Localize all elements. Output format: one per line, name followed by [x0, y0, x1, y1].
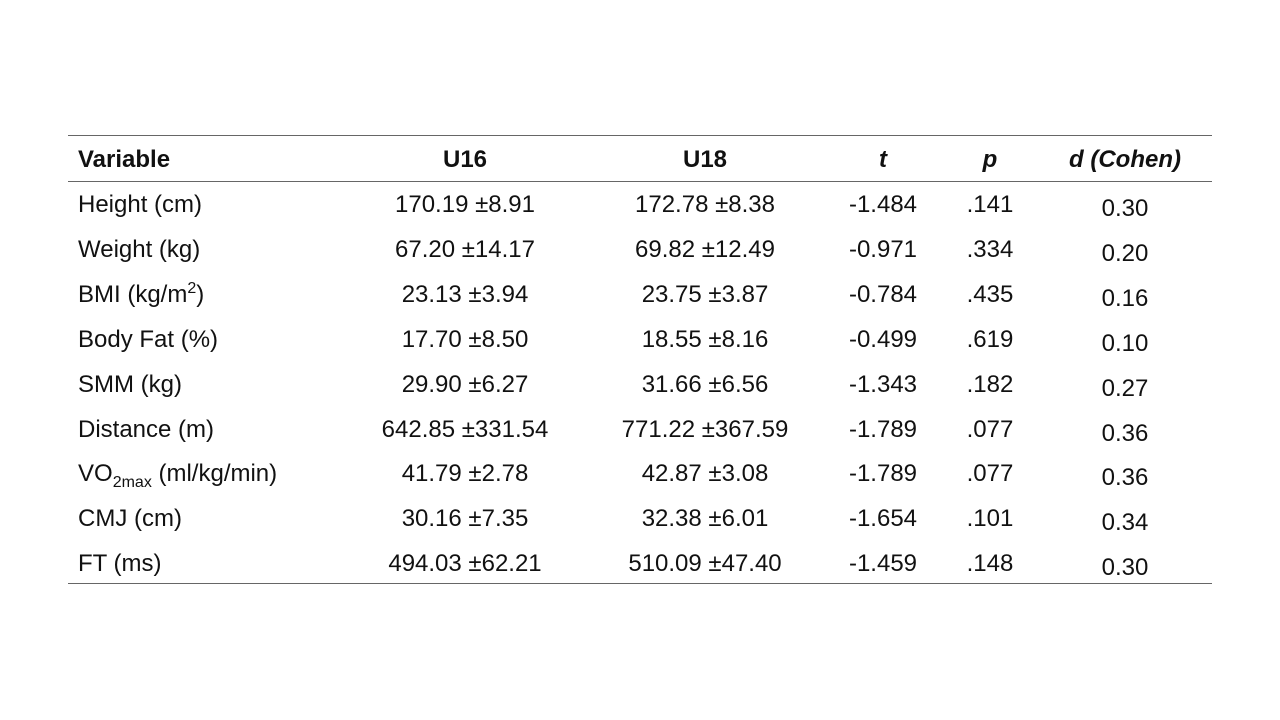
table-cell: 32.38 ±6.01	[641, 505, 769, 533]
table-cell: .182	[966, 370, 1014, 398]
row-label: VO2max (ml/kg/min)	[78, 460, 278, 492]
label-superscript: 2	[187, 279, 197, 297]
table-cell: 67.20 ±14.17	[395, 235, 535, 263]
header-cell: p	[982, 146, 998, 173]
label-text: VO	[78, 460, 113, 488]
header-cell: d (Cohen)	[1069, 146, 1181, 173]
header-cell: U18	[682, 146, 728, 173]
row-label: Body Fat (%)	[78, 325, 219, 353]
table-cell: 0.10	[1101, 329, 1149, 357]
label-text: )	[196, 280, 205, 308]
table-cell: 510.09 ±47.40	[628, 550, 782, 578]
table-cell: 30.16 ±7.35	[401, 505, 529, 533]
table-cell: -0.971	[848, 235, 918, 263]
table-cell: -1.654	[848, 505, 918, 533]
table-cell: -1.343	[848, 370, 918, 398]
table-cell: 0.36	[1101, 464, 1149, 492]
table-cell: -1.789	[848, 415, 918, 443]
table-cell: 41.79 ±2.78	[401, 460, 529, 488]
table-cell: .334	[966, 235, 1014, 263]
header-rule	[68, 181, 1212, 182]
table-cell: -1.459	[848, 550, 918, 578]
table-cell: 18.55 ±8.16	[641, 325, 769, 353]
table-cell: 170.19 ±8.91	[395, 191, 535, 218]
table-cell: -1.789	[848, 460, 918, 488]
table-cell: 0.34	[1101, 509, 1149, 537]
label-text: (ml/kg/min)	[151, 460, 278, 488]
top-rule	[68, 135, 1212, 136]
table-cell: 0.30	[1101, 195, 1149, 222]
row-label: BMI (kg/m2)	[78, 279, 205, 309]
table-cell: 0.16	[1101, 284, 1149, 312]
table-cell: 23.75 ±3.87	[641, 280, 769, 308]
table-cell: .148	[966, 550, 1014, 578]
table-cell: 0.27	[1101, 374, 1149, 402]
table-cell: .077	[966, 415, 1014, 443]
row-label: Height (cm)	[78, 191, 203, 218]
table-cell: -0.499	[848, 325, 918, 353]
header-cell: Variable	[78, 146, 171, 173]
table-cell: 172.78 ±8.38	[635, 191, 775, 218]
table-cell: 17.70 ±8.50	[401, 325, 529, 353]
table-cell: .141	[966, 191, 1014, 218]
row-label: Distance (m)	[78, 415, 215, 443]
table-cell: 42.87 ±3.08	[641, 460, 769, 488]
table-cell: .435	[966, 280, 1014, 308]
label-text: BMI (kg/m	[78, 280, 188, 308]
row-label: Weight (kg)	[78, 235, 201, 263]
header-cell: t	[879, 146, 887, 173]
row-label: FT (ms)	[78, 550, 162, 578]
table-cell: -0.784	[848, 280, 918, 308]
bottom-rule	[68, 583, 1212, 584]
table-cell: 494.03 ±62.21	[388, 550, 542, 578]
table-cell: 0.20	[1101, 239, 1149, 267]
table-cell: 23.13 ±3.94	[401, 280, 529, 308]
table-cell: 642.85 ±331.54	[381, 415, 549, 443]
table-cell: 0.30	[1101, 554, 1149, 582]
table-cell: 29.90 ±6.27	[401, 370, 529, 398]
table-cell: .077	[966, 460, 1014, 488]
table-cell: .101	[966, 505, 1014, 533]
table-cell: .619	[966, 325, 1014, 353]
table-cell: 0.36	[1101, 419, 1149, 447]
table-cell: 771.22 ±367.59	[621, 415, 789, 443]
table-cell: 69.82 ±12.49	[635, 235, 775, 263]
table-cell: -1.484	[848, 191, 918, 218]
header-cell: U16	[442, 146, 488, 173]
table-cell: 31.66 ±6.56	[641, 370, 769, 398]
row-label: CMJ (cm)	[78, 505, 182, 533]
row-label: SMM (kg)	[78, 370, 182, 398]
label-subscript: 2max	[112, 474, 152, 492]
